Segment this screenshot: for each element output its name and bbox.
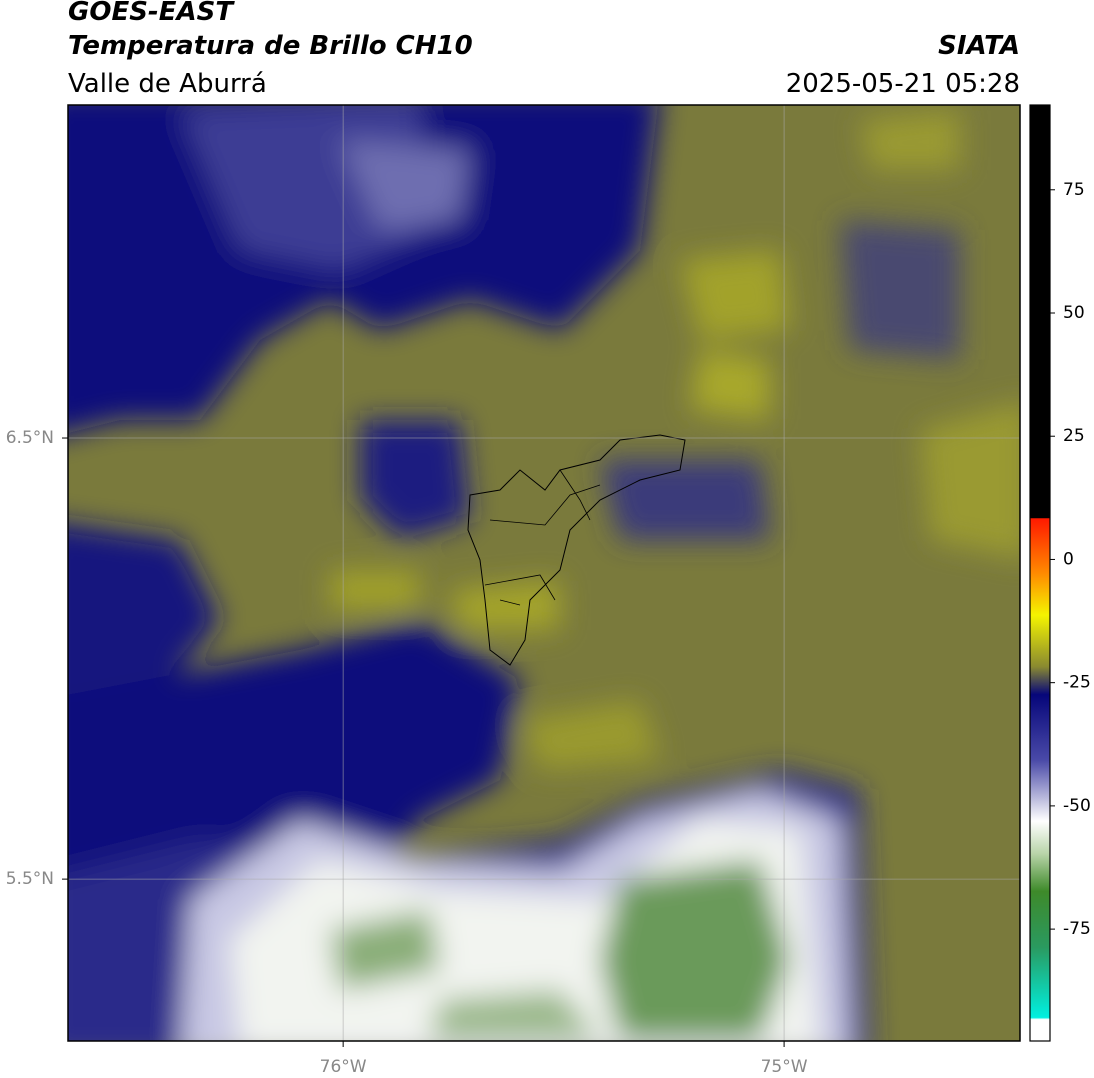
colorbar-tick-label: 75 (1063, 180, 1085, 200)
region-label: Valle de Aburrá (68, 69, 267, 99)
source-label: SIATA (938, 31, 1020, 61)
colorbar-tick-label: -25 (1063, 673, 1091, 693)
y-tick-label: 5.5°N (6, 869, 54, 889)
grid (68, 105, 1020, 1041)
map-frame (67, 104, 1021, 1042)
colorbar-tick-label: -75 (1063, 919, 1091, 939)
colorbar-tick-label: 50 (1063, 303, 1085, 323)
datetime-label: 2025-05-21 05:28 (786, 69, 1020, 99)
y-tick-label: 6.5°N (6, 428, 54, 448)
colorbar (1029, 104, 1051, 1042)
colorbar-tick-label: 0 (1063, 549, 1074, 569)
satellite-title: GOES-EAST (68, 0, 235, 27)
x-tick-label: 75°W (761, 1057, 808, 1077)
x-tick-label: 76°W (320, 1057, 367, 1077)
colorbar-tick-label: 25 (1063, 426, 1085, 446)
colorbar-tick-label: -50 (1063, 796, 1091, 816)
satellite-image (68, 105, 1020, 1041)
product-title: Temperatura de Brillo CH10 (68, 31, 473, 61)
